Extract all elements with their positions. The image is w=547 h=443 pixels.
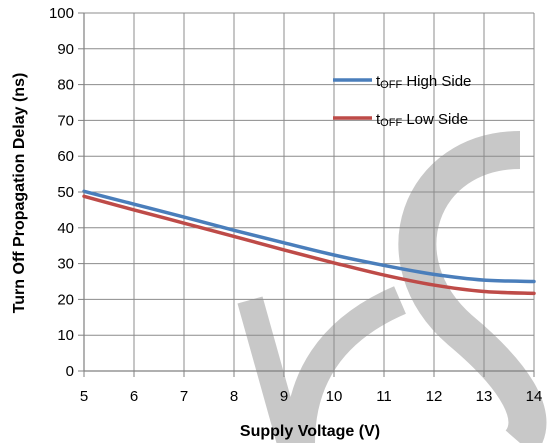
y-tick-label: 90 xyxy=(57,41,74,58)
y-tick-label: 20 xyxy=(57,291,74,308)
series-line-1 xyxy=(82,194,536,296)
y-axis-ticks: 0 10 20 30 40 50 60 70 80 90 100 xyxy=(49,5,84,380)
grid xyxy=(83,12,535,372)
x-tick-label: 8 xyxy=(230,388,238,405)
legend-label-1: tOFF Low Side xyxy=(376,111,468,129)
y-tick-label: 80 xyxy=(57,77,74,94)
y-tick-label: 0 xyxy=(66,363,74,380)
legend-label-0: tOFF High Side xyxy=(376,73,471,91)
x-tick-label: 6 xyxy=(130,388,138,405)
x-tick-label: 11 xyxy=(376,388,392,405)
y-tick-label: 50 xyxy=(57,184,74,201)
series-layer xyxy=(82,189,536,296)
y-tick-label: 60 xyxy=(57,148,74,165)
y-tick-label: 40 xyxy=(57,220,74,237)
watermark-stroke xyxy=(398,131,547,443)
y-tick-label: 30 xyxy=(57,256,74,273)
x-tick-label: 5 xyxy=(80,388,88,405)
y-tick-label: 10 xyxy=(57,327,74,344)
x-tick-label: 13 xyxy=(476,388,493,405)
x-tick-label: 10 xyxy=(326,388,343,405)
legend: tOFF High Side tOFF Low Side xyxy=(333,73,471,129)
x-tick-label: 12 xyxy=(426,388,443,405)
y-tick-label: 70 xyxy=(57,112,74,129)
watermark-stroke xyxy=(285,286,407,443)
x-tick-label: 9 xyxy=(280,388,288,405)
series-line-0 xyxy=(82,189,536,284)
y-axis-title: Turn Off Propagation Delay (ns) xyxy=(11,73,28,314)
x-tick-label: 7 xyxy=(180,388,188,405)
x-axis-ticks: 5 6 7 8 9 10 11 12 13 14 xyxy=(80,371,543,405)
x-axis-title: Supply Voltage (V) xyxy=(240,423,380,440)
x-tick-label: 14 xyxy=(526,388,543,405)
y-tick-label: 100 xyxy=(49,5,74,22)
